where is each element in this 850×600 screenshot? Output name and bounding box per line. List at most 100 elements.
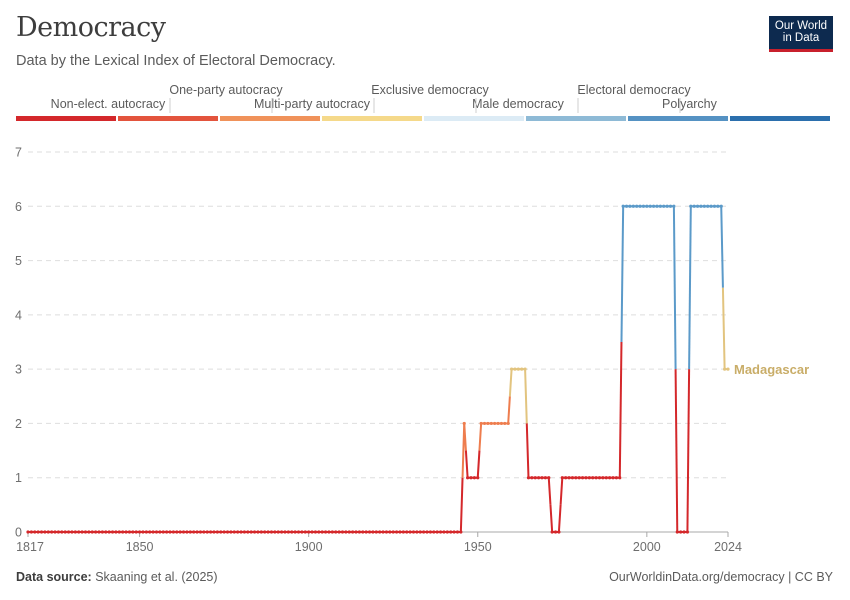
legend-swatch-4[interactable] (424, 116, 524, 121)
data-point-1820[interactable] (36, 530, 40, 534)
data-point-1860[interactable] (171, 530, 176, 534)
data-point-1848[interactable] (131, 530, 135, 534)
legend-swatch-1[interactable] (118, 116, 218, 121)
data-point-2023[interactable] (723, 367, 727, 371)
data-point-2019[interactable] (709, 204, 713, 208)
data-point-1822[interactable] (43, 530, 47, 534)
data-point-1958[interactable] (503, 421, 507, 426)
data-point-1863[interactable] (181, 530, 186, 534)
data-point-1936[interactable] (428, 530, 433, 534)
data-point-1967[interactable] (533, 476, 537, 480)
data-point-1877[interactable] (229, 530, 233, 534)
data-point-2021[interactable] (716, 204, 720, 208)
data-point-1924[interactable] (388, 530, 392, 534)
data-point-2024[interactable] (726, 367, 730, 371)
data-point-1946[interactable] (462, 421, 466, 426)
data-point-1919[interactable] (371, 530, 375, 534)
data-point-1882[interactable] (246, 530, 250, 534)
data-point-1974[interactable] (557, 530, 561, 534)
data-point-1878[interactable] (232, 530, 236, 534)
data-point-1849[interactable] (134, 530, 138, 534)
data-point-1892[interactable] (280, 530, 284, 534)
data-point-1964[interactable] (523, 367, 527, 371)
data-point-1977[interactable] (567, 476, 571, 480)
data-point-1886[interactable] (259, 530, 263, 534)
data-point-1832[interactable] (77, 530, 81, 534)
legend-label-4[interactable]: Male democracy (472, 97, 564, 111)
data-point-1900[interactable] (307, 530, 311, 534)
data-point-1943[interactable] (452, 530, 456, 534)
data-point-1914[interactable] (354, 530, 358, 534)
data-point-1887[interactable] (263, 530, 267, 534)
legend-swatch-6[interactable] (628, 116, 728, 121)
data-point-1932[interactable] (415, 530, 419, 534)
data-point-1856[interactable] (158, 530, 162, 534)
data-point-1825[interactable] (53, 530, 57, 534)
data-point-1959[interactable] (506, 421, 510, 426)
data-point-1842[interactable] (110, 530, 115, 534)
data-point-2008[interactable] (672, 204, 676, 208)
series-label-madagascar[interactable]: Madagascar (734, 362, 809, 377)
data-point-1925[interactable] (391, 530, 395, 534)
data-point-2009[interactable] (675, 530, 679, 534)
data-point-2006[interactable] (665, 204, 669, 208)
data-point-1826[interactable] (56, 530, 61, 534)
data-point-1835[interactable] (87, 530, 91, 534)
data-point-2011[interactable] (682, 530, 686, 534)
data-point-1938[interactable] (435, 530, 439, 534)
data-point-1983[interactable] (587, 476, 591, 480)
data-point-1866[interactable] (192, 530, 196, 534)
data-point-1993[interactable] (621, 204, 625, 208)
data-point-2014[interactable] (692, 204, 696, 208)
data-point-1819[interactable] (33, 530, 37, 534)
data-point-1989[interactable] (608, 476, 612, 480)
data-point-1960[interactable] (509, 367, 514, 371)
data-point-1918[interactable] (367, 530, 372, 534)
data-point-1986[interactable] (597, 476, 602, 480)
data-point-2015[interactable] (695, 204, 700, 208)
data-point-1921[interactable] (378, 530, 382, 534)
data-point-2001[interactable] (648, 204, 652, 208)
data-point-1857[interactable] (161, 530, 165, 534)
data-point-1868[interactable] (198, 530, 203, 534)
data-point-1997[interactable] (635, 204, 639, 208)
data-point-1980[interactable] (577, 476, 581, 480)
data-point-1836[interactable] (90, 530, 94, 534)
data-point-1844[interactable] (117, 530, 121, 534)
data-point-1916[interactable] (361, 530, 365, 534)
data-point-2016[interactable] (699, 204, 703, 208)
data-point-1995[interactable] (628, 204, 632, 208)
data-point-1985[interactable] (594, 476, 598, 480)
data-point-1870[interactable] (205, 530, 209, 534)
data-point-1894[interactable] (286, 530, 290, 534)
data-point-1999[interactable] (641, 204, 646, 208)
data-point-1970[interactable] (543, 476, 547, 480)
data-point-1910[interactable] (340, 530, 345, 534)
legend-label-0[interactable]: Non-elect. autocracy (51, 97, 166, 111)
data-point-1998[interactable] (638, 204, 642, 208)
data-point-1976[interactable] (564, 476, 568, 480)
data-point-1827[interactable] (60, 530, 64, 534)
data-point-1991[interactable] (614, 476, 619, 480)
data-point-2010[interactable] (679, 530, 683, 534)
data-point-1908[interactable] (334, 530, 338, 534)
data-point-1929[interactable] (405, 530, 409, 534)
data-point-1851[interactable] (141, 530, 145, 534)
data-point-1926[interactable] (394, 530, 399, 534)
data-point-1944[interactable] (455, 530, 460, 534)
data-point-1884[interactable] (252, 530, 257, 534)
legend-swatch-2[interactable] (220, 116, 320, 121)
data-point-1852[interactable] (144, 530, 148, 534)
data-point-1880[interactable] (239, 530, 243, 534)
data-point-1949[interactable] (472, 476, 476, 480)
data-point-1982[interactable] (584, 476, 588, 480)
data-point-1971[interactable] (547, 476, 551, 480)
data-point-2004[interactable] (658, 204, 662, 208)
data-point-1831[interactable] (73, 530, 77, 534)
data-point-1823[interactable] (46, 530, 50, 534)
data-point-1987[interactable] (601, 476, 605, 480)
data-point-1828[interactable] (63, 530, 67, 534)
data-point-1859[interactable] (168, 530, 172, 534)
data-point-2005[interactable] (662, 204, 666, 208)
data-point-1850[interactable] (137, 530, 142, 534)
